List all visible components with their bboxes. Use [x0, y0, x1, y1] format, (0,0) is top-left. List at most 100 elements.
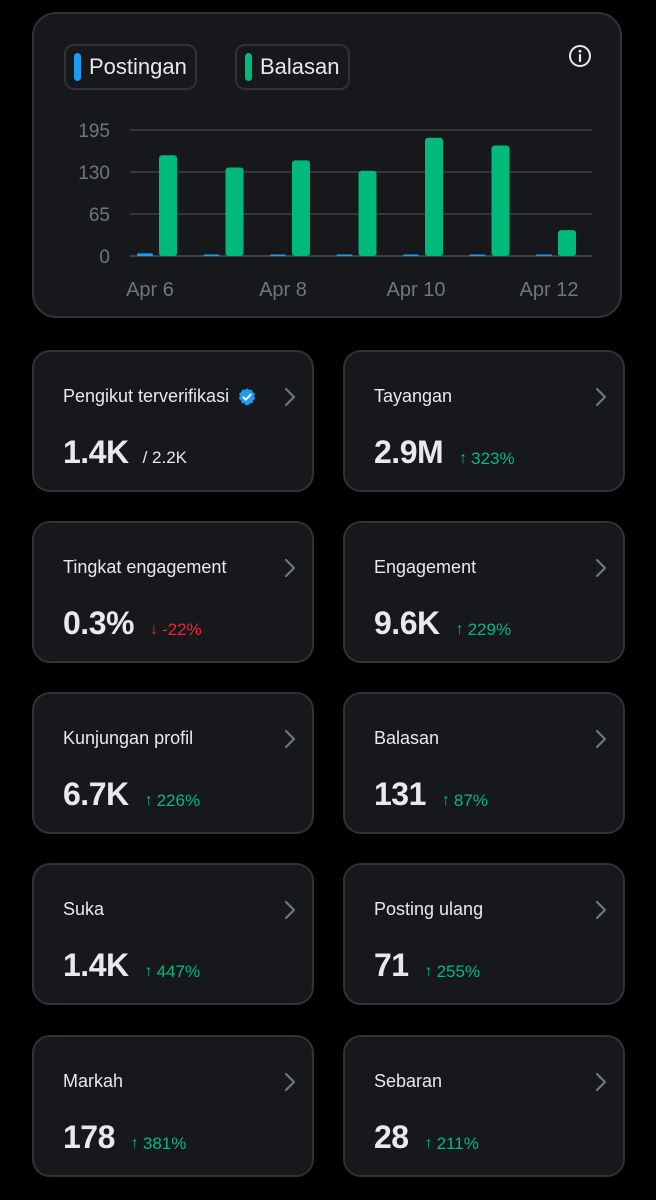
stat-value: 28: [374, 1119, 409, 1155]
stat-value: 1.4K: [63, 434, 129, 470]
stat-change: ↑ 255%: [425, 962, 480, 982]
chevron-right-icon[interactable]: [282, 899, 298, 921]
arrow-down-icon: ↓: [149, 621, 158, 638]
chevron-right-icon[interactable]: [282, 1071, 298, 1093]
bar-postingan[interactable]: [469, 254, 486, 257]
stat-card[interactable]: Pengikut terverifikasi 1.4K / 2.2K: [32, 350, 314, 492]
bar-balasan[interactable]: [159, 155, 177, 256]
chevron-right-icon[interactable]: [593, 557, 609, 579]
x-tick-label: Apr 10: [387, 279, 446, 301]
stat-change-percent: 211%: [436, 1134, 479, 1153]
bar-postingan[interactable]: [536, 254, 552, 257]
stat-card[interactable]: Posting ulang 71 ↑ 255%: [343, 863, 625, 1005]
stat-value: 71: [374, 947, 409, 983]
stat-total: / 2.2K: [142, 448, 188, 467]
stat-change-percent: 447%: [156, 962, 201, 981]
bar-balasan[interactable]: [292, 160, 310, 256]
legend-replies-label: Balasan: [260, 54, 340, 79]
stat-label: Tingkat engagement: [63, 557, 227, 577]
bar-balasan[interactable]: [425, 137, 443, 256]
bar-balasan[interactable]: [558, 230, 576, 256]
stat-card[interactable]: Balasan 131 ↑ 87%: [343, 692, 625, 834]
x-tick-label: Apr 6: [126, 279, 174, 301]
legend-posts-chip[interactable]: Postingan: [64, 44, 197, 90]
stat-value: 2.9M: [374, 434, 444, 470]
stat-value-row: 1.4K / 2.2K: [63, 434, 187, 471]
stat-change-percent: 255%: [436, 962, 481, 981]
stat-label: Suka: [63, 899, 105, 919]
arrow-up-icon: ↑: [130, 1135, 139, 1152]
replies-color-swatch: [245, 53, 252, 81]
stat-card[interactable]: Kunjungan profil 6.7K ↑ 226%: [32, 692, 314, 834]
stat-label: Engagement: [374, 557, 477, 577]
bar-postingan[interactable]: [203, 254, 220, 257]
stat-label-row: Markah: [63, 1071, 123, 1092]
chevron-right-icon[interactable]: [593, 728, 609, 750]
chevron-right-icon[interactable]: [282, 386, 298, 408]
bar-postingan[interactable]: [270, 254, 286, 257]
stat-change-percent: 229%: [467, 620, 512, 639]
arrow-up-icon: ↑: [144, 963, 153, 980]
stat-label-row: Tayangan: [374, 386, 452, 407]
arrow-up-icon: ↑: [424, 1135, 433, 1152]
stat-label: Pengikut terverifikasi: [63, 386, 230, 406]
chevron-right-icon[interactable]: [593, 899, 609, 921]
info-icon[interactable]: [568, 44, 592, 68]
stat-change: ↑ 381%: [131, 1134, 186, 1154]
stat-value-row: 131 ↑ 87%: [374, 776, 488, 813]
bar-balasan[interactable]: [491, 145, 510, 256]
chevron-right-icon[interactable]: [282, 728, 298, 750]
stat-value: 131: [374, 776, 426, 812]
x-tick-label: Apr 12: [520, 279, 579, 301]
bar-postingan[interactable]: [137, 253, 153, 256]
stat-value-row: 2.9M ↑ 323%: [374, 434, 515, 471]
y-tick-label: 65: [89, 205, 110, 226]
stat-card[interactable]: Tingkat engagement 0.3% ↓ -22%: [32, 521, 314, 663]
stat-card[interactable]: Suka 1.4K ↑ 447%: [32, 863, 314, 1005]
stat-value: 0.3%: [63, 605, 134, 641]
stat-change-percent: 323%: [471, 449, 515, 468]
y-tick-label: 130: [78, 163, 110, 184]
y-tick-label: 195: [78, 121, 110, 142]
stat-change: ↓ -22%: [150, 620, 202, 640]
stat-card[interactable]: Markah 178 ↑ 381%: [32, 1035, 314, 1177]
stat-value-row: 9.6K ↑ 229%: [374, 605, 511, 642]
stat-label-row: Balasan: [374, 728, 439, 749]
bar-balasan[interactable]: [358, 170, 377, 256]
stat-change-percent: 381%: [142, 1134, 187, 1153]
stat-label-row: Tingkat engagement: [63, 557, 226, 578]
bar-postingan[interactable]: [403, 254, 419, 257]
posts-color-swatch: [74, 53, 81, 81]
legend-posts-label: Postingan: [89, 54, 187, 79]
chevron-right-icon[interactable]: [593, 386, 609, 408]
stat-value-row: 178 ↑ 381%: [63, 1119, 186, 1156]
arrow-up-icon: ↑: [459, 450, 468, 467]
arrow-up-icon: ↑: [144, 792, 153, 809]
bar-postingan[interactable]: [336, 254, 353, 257]
stat-label: Balasan: [374, 728, 440, 748]
stat-card[interactable]: Tayangan 2.9M ↑ 323%: [343, 350, 625, 492]
stat-label-row: Engagement: [374, 557, 476, 578]
stat-change: ↑ 323%: [459, 449, 514, 469]
legend-replies-chip[interactable]: Balasan: [235, 44, 350, 90]
arrow-up-icon: ↑: [441, 792, 450, 809]
stat-label-row: Posting ulang: [374, 899, 483, 920]
stat-change-percent: -22%: [161, 620, 202, 639]
stat-change: ↑ 226%: [145, 791, 200, 811]
stat-change: ↑ 447%: [145, 962, 200, 982]
stat-label: Markah: [63, 1071, 124, 1091]
chevron-right-icon[interactable]: [593, 1071, 609, 1093]
bar-balasan[interactable]: [225, 167, 244, 256]
chevron-right-icon[interactable]: [282, 557, 298, 579]
stat-change: ↑ 87%: [442, 791, 488, 811]
stat-label-row: Suka: [63, 899, 104, 920]
stat-change: ↑ 211%: [425, 1134, 479, 1154]
stat-label-row: Sebaran: [374, 1071, 442, 1092]
stat-card[interactable]: Engagement 9.6K ↑ 229%: [343, 521, 625, 663]
stat-card[interactable]: Sebaran 28 ↑ 211%: [343, 1035, 625, 1177]
stat-change-percent: 226%: [156, 791, 201, 810]
stat-value-row: 71 ↑ 255%: [374, 947, 480, 984]
y-tick-label: 0: [99, 247, 110, 268]
stat-value: 178: [63, 1119, 115, 1155]
activity-chart-card: Postingan Balasan 0 65 130 195 Apr 6 Apr 8 Apr…: [32, 12, 622, 318]
